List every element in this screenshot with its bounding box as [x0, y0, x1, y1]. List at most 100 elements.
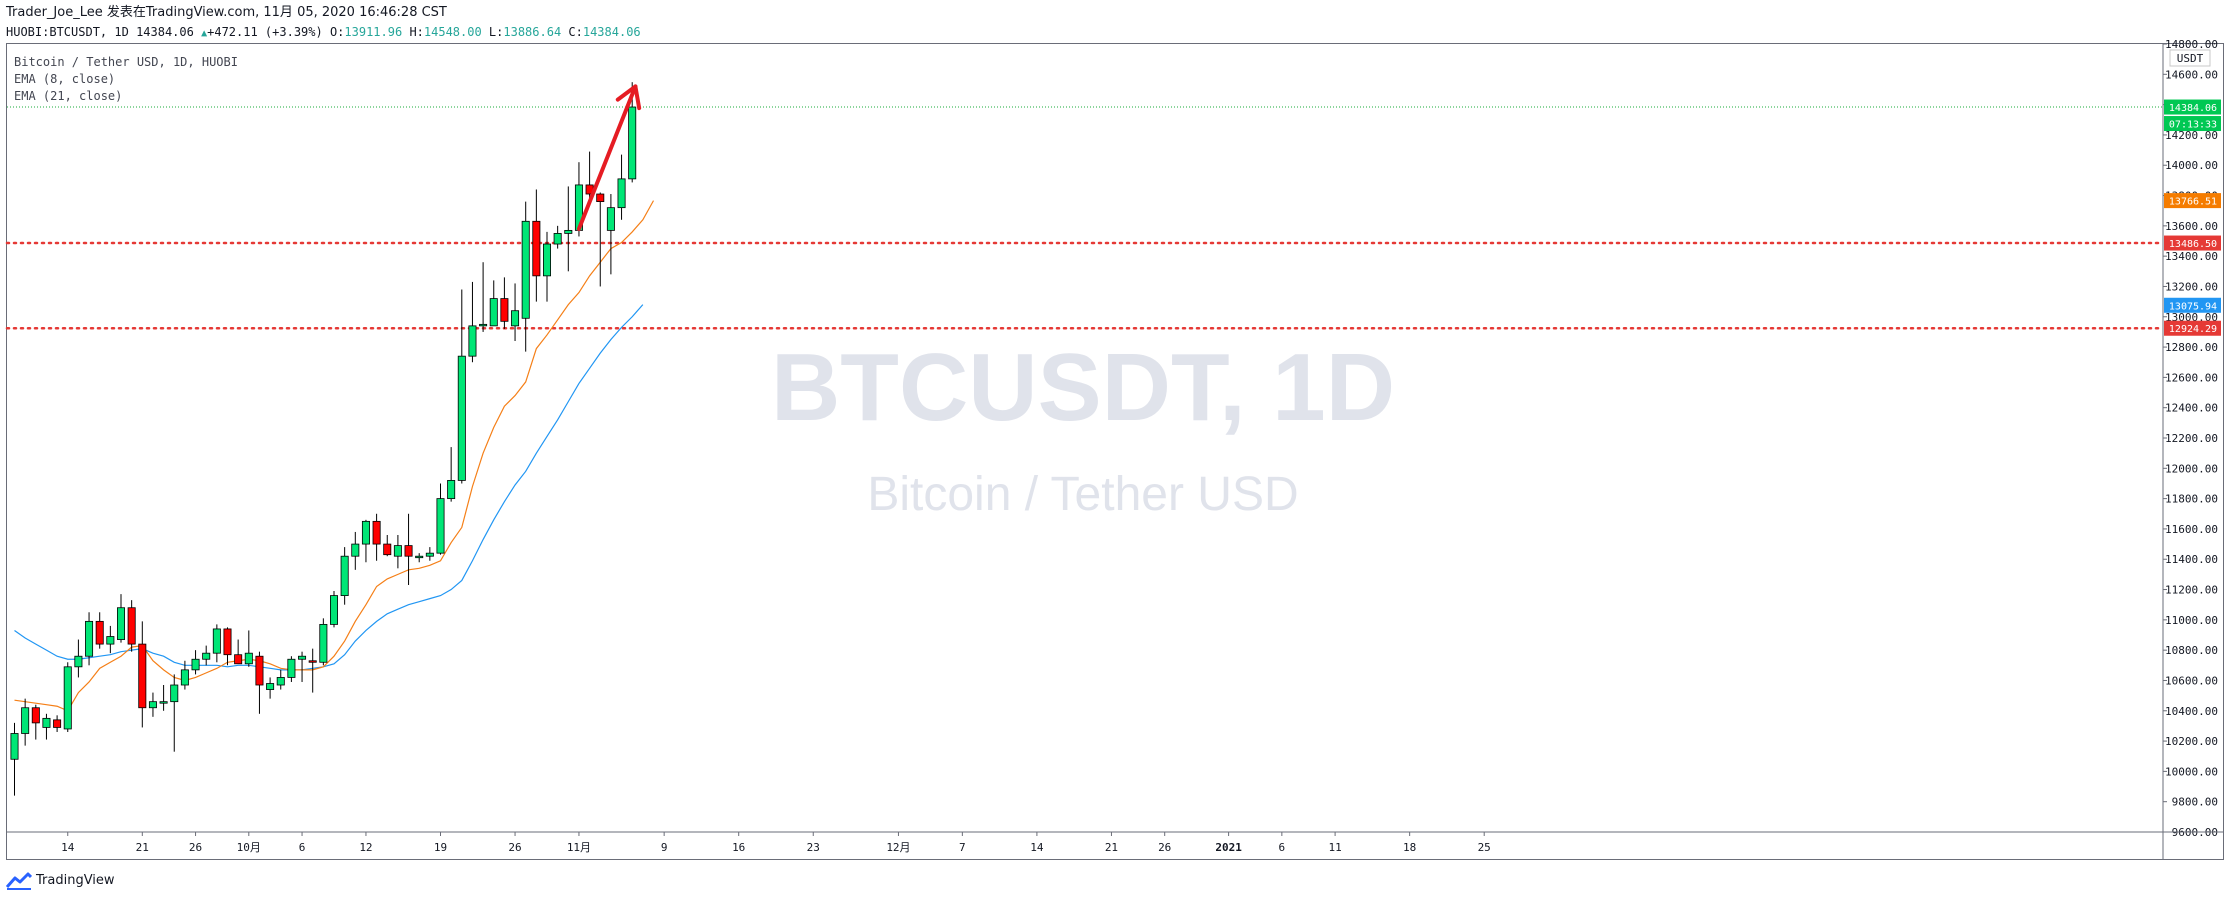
chart-frame: [6, 43, 2224, 860]
candle-down: [596, 192, 605, 287]
candle-up: [329, 591, 338, 628]
candle-down: [532, 189, 541, 302]
candle-body: [42, 717, 51, 728]
ema-lines: [14, 200, 655, 712]
candle-up: [479, 262, 488, 332]
ohlc-header: HUOBI:BTCUSDT, 1D 14384.06 ▲+472.11 (+3.…: [6, 23, 641, 41]
time-tick-label: 14: [1030, 841, 1044, 854]
price-tick-label: 12400.00: [2165, 402, 2218, 415]
currency-badge: [2169, 49, 2211, 67]
author-name[interactable]: Trader_Joe_Lee: [6, 5, 103, 20]
legend-ema-fast[interactable]: EMA (8, close): [14, 72, 115, 86]
time-tick-label: 12: [359, 841, 372, 854]
candle-up: [85, 612, 94, 666]
countdown-label: 07:13:33: [2169, 120, 2217, 131]
candle-body: [543, 243, 552, 277]
up-arrow-icon: ▲: [201, 28, 208, 39]
candle-up: [447, 447, 456, 502]
candle-up: [180, 660, 189, 690]
candle-down: [255, 651, 264, 714]
time-tick-label: 19: [434, 841, 447, 854]
candle-up: [319, 618, 328, 666]
candle-body: [63, 666, 72, 730]
time-tick-label: 23: [807, 841, 820, 854]
candle-down: [383, 534, 392, 557]
candle-body: [138, 643, 147, 709]
price-tick-label: 12000.00: [2165, 462, 2218, 475]
time-tick-label: 12月: [886, 841, 910, 854]
time-tick-label: 2021: [1215, 841, 1242, 854]
candle-up: [287, 656, 296, 682]
candle-body: [212, 628, 221, 654]
candle-body: [95, 620, 104, 645]
candle-up: [415, 553, 424, 563]
candle-body: [425, 552, 434, 557]
candle-body: [532, 220, 541, 277]
price-tick-label: 12600.00: [2165, 371, 2218, 384]
candle-body: [617, 178, 626, 209]
candle-up: [425, 547, 434, 561]
candle-up: [276, 669, 285, 690]
brand-name[interactable]: TradingView: [36, 872, 115, 888]
candle-body: [287, 658, 296, 678]
candle-body: [628, 106, 637, 180]
last-price-label: 14384.06: [2169, 103, 2217, 114]
price-level-label: 13766.51: [2169, 197, 2217, 208]
time-tick-label: 10月: [237, 841, 261, 854]
candle-body: [361, 520, 370, 545]
candle-body: [170, 684, 179, 703]
candle-up: [564, 186, 573, 272]
candle-up: [521, 201, 530, 352]
high-label: H:: [409, 25, 424, 39]
arrow-head: [615, 84, 638, 102]
candle-body: [340, 555, 349, 597]
arrow-shaft: [576, 84, 638, 231]
time-tick-label: 21: [1105, 841, 1118, 854]
candle-up: [42, 713, 51, 740]
price-tick-label: 10200.00: [2165, 735, 2218, 748]
price-level-label-badge: [2164, 193, 2221, 209]
candle-up: [191, 650, 200, 675]
price-tick-label: 10000.00: [2165, 765, 2218, 778]
candle-up: [212, 624, 221, 663]
price-tick-label: 13400.00: [2165, 250, 2218, 263]
price-tick-label: 9800.00: [2172, 796, 2218, 809]
footer: TradingView: [6, 868, 115, 892]
candle-down: [138, 621, 147, 728]
ema-slow-line: [14, 304, 644, 671]
candle-body: [31, 707, 40, 724]
candle-down: [404, 513, 413, 585]
candle-up: [298, 651, 307, 682]
price-tick-label: 12200.00: [2165, 432, 2218, 445]
candle-up: [606, 194, 615, 275]
watermark-description: Bitcoin / Tether USD: [867, 468, 1298, 521]
time-tick-label: 11: [1328, 841, 1341, 854]
candle-body: [329, 595, 338, 625]
price-tick-label: 14600.00: [2165, 68, 2218, 81]
candle-body: [117, 607, 126, 640]
candle-body: [234, 654, 243, 665]
price-tick-label: 11800.00: [2165, 493, 2218, 506]
candle-body: [85, 620, 94, 657]
candle-body: [553, 233, 562, 245]
candle-body: [191, 658, 200, 671]
currency-label: USDT: [2177, 52, 2204, 65]
publish-header: Trader_Joe_Lee 发表在TradingView.com, 11月 0…: [6, 3, 447, 23]
candle-body: [521, 220, 530, 319]
candle-up: [457, 289, 466, 484]
candle-up: [244, 630, 253, 667]
price-axis[interactable]: 9600.009800.0010000.0010200.0010400.0010…: [2162, 38, 2221, 859]
low-label: L:: [488, 25, 504, 39]
candle-body: [564, 229, 573, 234]
close-value: 14384.06: [582, 25, 641, 39]
close-label: C:: [568, 25, 583, 39]
candle-up: [340, 547, 349, 605]
time-axis[interactable]: 14 21 26 10月 6 12 19 26 11月 9 16 23 12月 7 14 21 26 2021 6 1…: [7, 831, 2223, 854]
time-tick-label: 26: [189, 841, 202, 854]
time-tick-label: 26: [1158, 841, 1171, 854]
legend-ema-slow[interactable]: EMA (21, close): [14, 89, 122, 103]
candle-body: [106, 636, 115, 645]
candle-body: [511, 310, 520, 327]
candle-body: [489, 298, 498, 327]
